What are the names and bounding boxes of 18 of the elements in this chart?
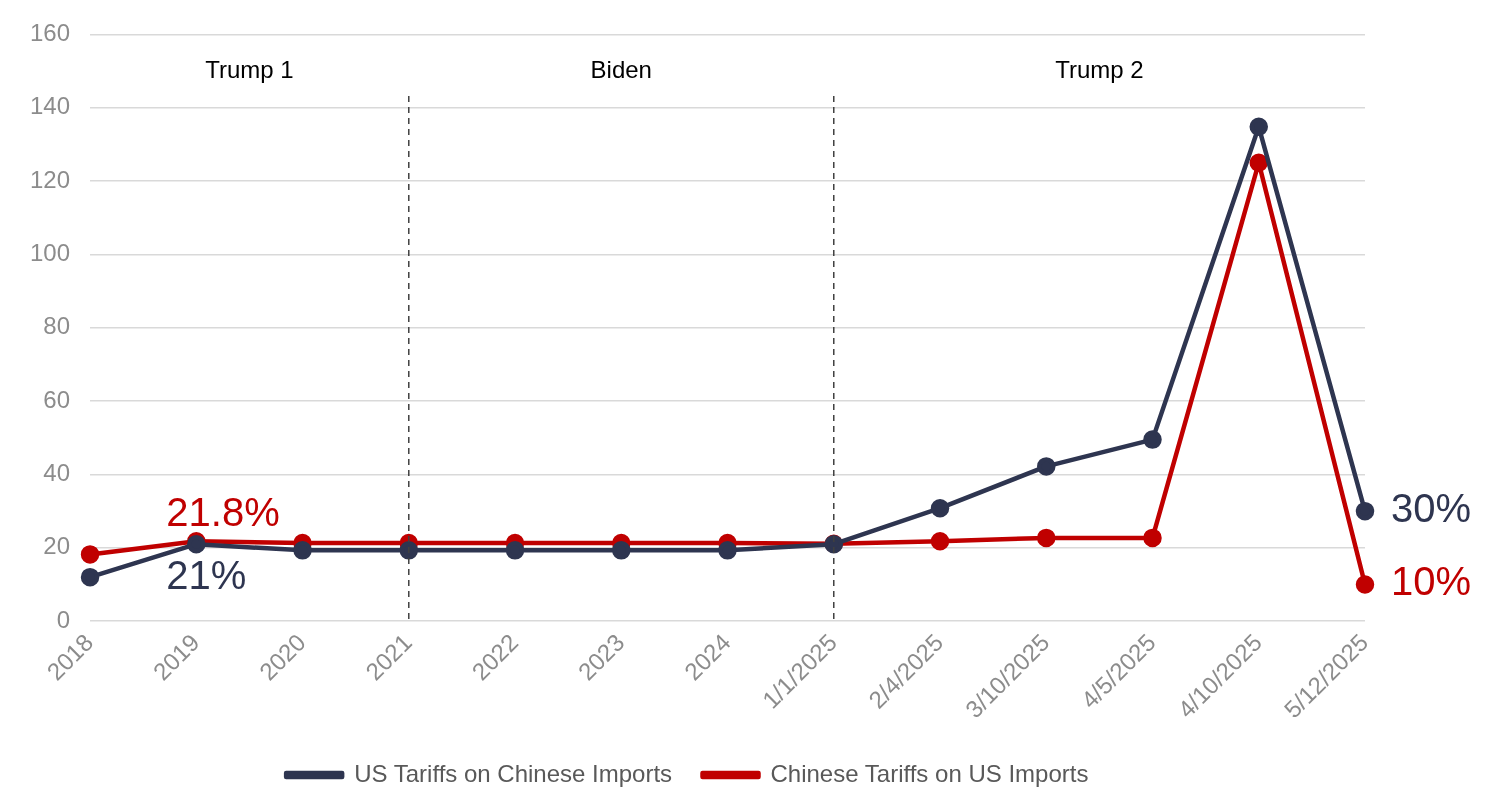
y-tick-label: 80 xyxy=(43,312,71,340)
y-tick-label: 140 xyxy=(30,92,71,120)
y-tick-label: 0 xyxy=(56,605,71,633)
y-tick-label: 40 xyxy=(43,459,71,487)
y-tick-label: 160 xyxy=(30,19,71,47)
data-label: 30% xyxy=(1391,486,1472,531)
annotation: Trump 2 xyxy=(1055,55,1144,83)
data-label: 10% xyxy=(1391,559,1472,604)
y-tick-label: 100 xyxy=(30,239,71,267)
annotation: Trump 1 xyxy=(205,55,294,83)
annotation: Biden xyxy=(590,55,652,83)
data-label: 21% xyxy=(166,553,247,598)
legend-label: Chinese Tariffs on US Imports xyxy=(770,759,1089,787)
data-label: 21.8% xyxy=(166,490,280,535)
y-tick-label: 60 xyxy=(43,385,71,413)
y-tick-label: 20 xyxy=(43,532,71,560)
y-tick-label: 120 xyxy=(30,165,71,193)
legend-label: US Tariffs on Chinese Imports xyxy=(354,759,673,787)
